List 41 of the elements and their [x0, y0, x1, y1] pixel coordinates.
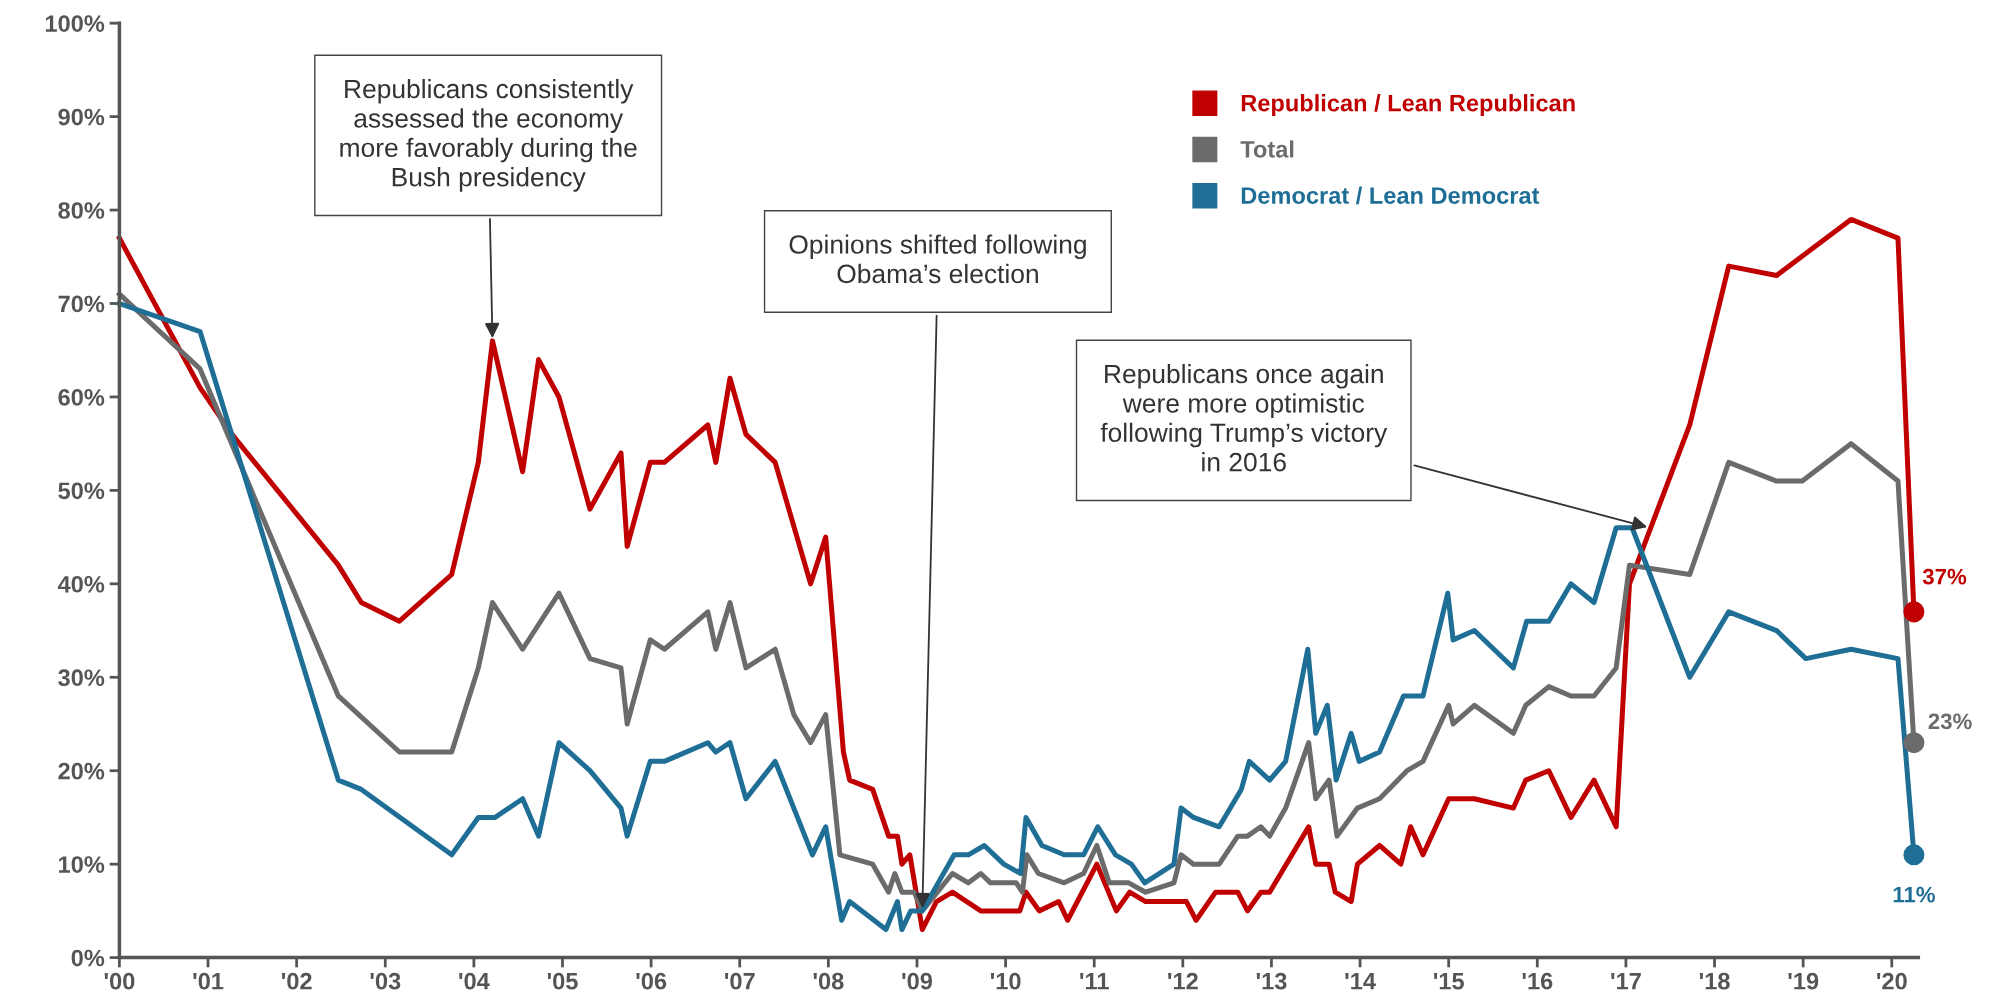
x-tick-label: '09	[902, 972, 933, 990]
legend-label: Republican / Lean Republican	[1241, 94, 1575, 117]
y-tick-label: 100%	[45, 15, 105, 32]
x-tick-label: '16	[1522, 972, 1553, 990]
x-tick-label: '08	[813, 972, 844, 990]
y-tick-label: 60%	[58, 389, 105, 406]
x-tick-label: '17	[1611, 973, 1641, 990]
x-tick-label: '06	[636, 972, 667, 990]
x-tick-label: '19	[1788, 972, 1819, 990]
x-tick-label: '05	[547, 972, 578, 990]
y-tick-label: 90%	[58, 108, 105, 126]
x-tick-label: '11	[1080, 973, 1109, 990]
x-tick-label: '07	[725, 972, 755, 990]
x-tick-label: '20	[1877, 972, 1907, 990]
x-tick-label: '12	[1168, 972, 1198, 990]
y-tick-label: 0%	[71, 949, 105, 967]
data-label: 37%	[1922, 568, 1967, 585]
y-tick-label: 30%	[58, 669, 105, 687]
x-tick-label: '03	[370, 972, 401, 990]
data-label: 11%	[1893, 886, 1935, 903]
y-tick-label: 40%	[57, 575, 105, 593]
y-tick-label: 70%	[58, 295, 105, 313]
y-tick-label: 50%	[58, 482, 105, 500]
legend-label: Democrat / Lean Democrat	[1241, 186, 1540, 205]
x-tick-label: '13	[1256, 972, 1287, 990]
y-tick-label: 20%	[58, 762, 105, 780]
x-tick-label: '10	[990, 972, 1021, 990]
annotation: Opinions shifted following Obama’s election	[789, 234, 1086, 284]
x-tick-label: '02	[281, 972, 312, 990]
x-tick-label: '18	[1699, 972, 1730, 990]
annotation: Republicans consistently assessed the economy more favorably during the Bush presidency	[340, 78, 637, 192]
x-tick-label: '01	[193, 972, 224, 990]
data-label: 23%	[1928, 713, 1972, 730]
x-tick-label: '00	[104, 972, 135, 990]
x-tick-label: '15	[1434, 973, 1464, 990]
x-tick-label: '04	[459, 972, 490, 990]
y-tick-label: 80%	[58, 202, 105, 219]
x-tick-label: '14	[1345, 973, 1376, 990]
y-tick-label: 10%	[59, 856, 105, 873]
legend-label: Total	[1240, 140, 1294, 158]
annotation: Republicans once again were more optimistic following Trump’s victory in 2016	[1100, 363, 1388, 472]
